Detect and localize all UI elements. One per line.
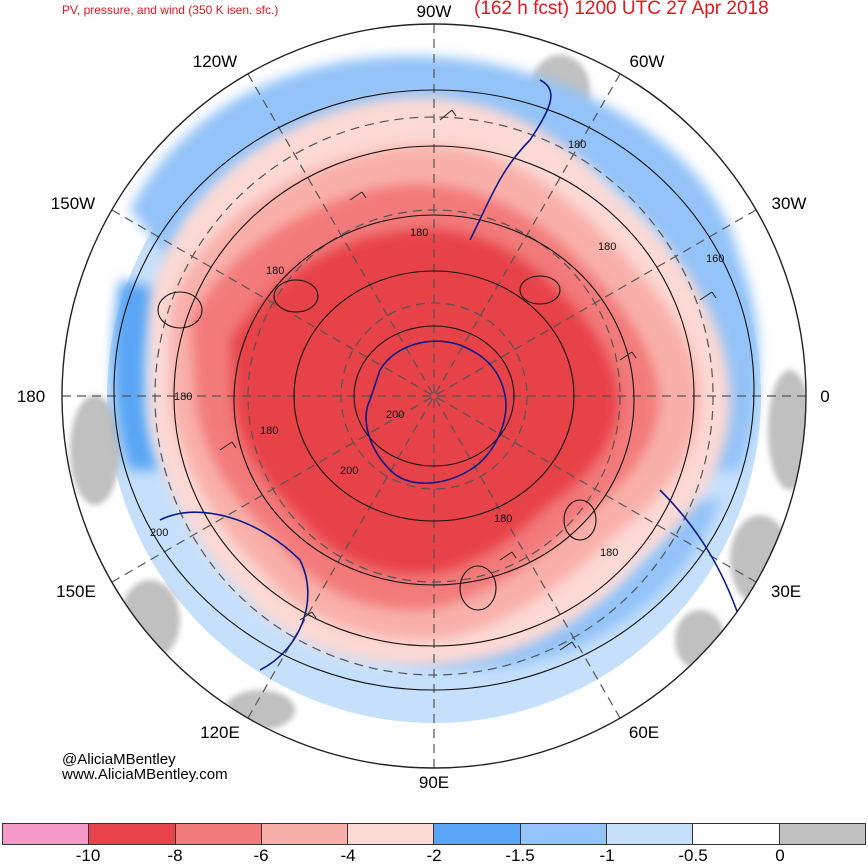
contour-label: 200 [150,527,168,539]
colorbar-label: -4 [340,846,356,865]
lon-label-150e: 150E [56,582,96,601]
contour-label: 160 [706,253,724,265]
lon-label-60w: 60W [629,52,665,71]
colorbar-box [261,824,349,844]
lon-label-90w: 90W [416,2,452,21]
contour-label: 180 [598,241,616,253]
colorbar-box [693,824,780,844]
colorbar-box [89,824,176,844]
contour-label: 180 [410,227,428,239]
contour-label: 200 [340,465,358,477]
colorbar-label: 0 [775,846,785,865]
credit-handle: @AliciaMBentley [62,751,176,768]
contour-label: 180 [174,391,192,403]
coastlines [159,79,744,691]
pv-field [150,97,730,666]
title-right: (162 h fcst) 1200 UTC 27 Apr 2018 [474,0,769,19]
colorbar-box [175,824,262,844]
colorbar-label: -10 [75,846,101,865]
contour-label: 180 [494,513,512,525]
contour-label: 180 [600,547,618,559]
polar-map: 180 180 180 160 180 180 200 180 200 180 … [61,23,807,769]
colorbar-label: -8 [167,846,183,865]
lon-label-30w: 30W [771,194,807,213]
lon-label-60e: 60E [628,723,660,742]
lon-label-180: 180 [16,387,46,406]
colorbar-label: -1 [599,846,615,865]
contour-label: 180 [568,139,586,151]
wind-barbs [219,109,717,651]
meridians [62,24,806,768]
lon-label-0: 0 [820,387,830,406]
colorbar-box [520,824,608,844]
colorbar-label: -6 [253,846,269,865]
lon-label-120w: 120W [192,52,238,71]
lon-label-120e: 120E [200,723,240,742]
lon-label-90e: 90E [418,773,450,792]
pressure-contours [113,89,755,691]
south-america-coast [469,79,552,241]
map-border [61,23,807,769]
colorbar-box [779,824,866,844]
contour-label: 200 [386,409,404,421]
colorbar [2,823,866,845]
colorbar-box [348,824,435,844]
australia-coast [159,511,309,671]
colorbar-label: -0.5 [678,846,708,865]
credit-website: www.AliciaMBentley.com [62,766,228,783]
lon-label-150w: 150W [50,194,96,213]
colorbar-box [2,824,90,844]
colorbar-box [607,824,694,844]
title-left: PV, pressure, and wind (350 K isen. sfc.… [62,3,279,17]
contour-label: 180 [260,425,278,437]
contour-label: 180 [266,265,284,277]
antarctica-coast [365,340,507,484]
colorbar-box [434,824,521,844]
contour-label-group: 180 180 180 160 180 180 200 180 200 180 … [150,139,724,559]
lon-label-30e: 30E [770,582,802,601]
colorbar-label: -2 [426,846,442,865]
colorbar-label: -1.5 [505,846,535,865]
